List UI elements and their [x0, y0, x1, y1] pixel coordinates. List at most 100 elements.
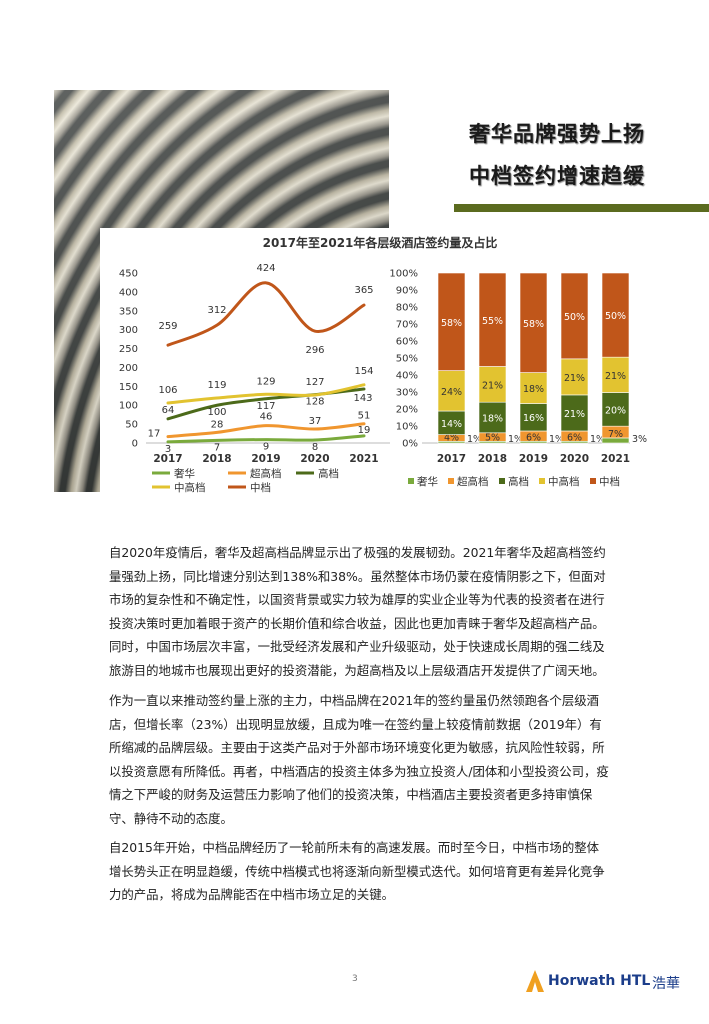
- bar-legend-swatch: [539, 478, 545, 484]
- bar-x-tick-label: 2020: [560, 453, 589, 465]
- bar-legend-label: 超高档: [457, 475, 489, 488]
- line-data-label: 51: [358, 411, 371, 422]
- line-series-upper_upscale: [166, 422, 366, 439]
- bar-segment-upper_midscale: [560, 358, 589, 396]
- bar-data-label: 4%: [444, 432, 459, 443]
- line-y-tick-label: 350: [119, 306, 138, 317]
- paragraph-1: 自2020年疫情后，奢华及超高档品牌显示出了极强的发展韧劲。2021年奢华及超高…: [109, 545, 606, 678]
- line-x-tick-label: 2020: [300, 453, 329, 465]
- line-y-tick-label: 300: [119, 325, 138, 336]
- line-data-label: 424: [256, 263, 275, 274]
- line-legend-label: 超高档: [250, 467, 282, 480]
- bar-y-tick-label: 60%: [396, 337, 418, 348]
- bar-y-tick-label: 40%: [396, 371, 418, 382]
- bar-segment-upper_midscale: [519, 372, 548, 404]
- brand-name-cn: 浩華: [652, 976, 680, 992]
- line-data-label: 143: [353, 393, 372, 404]
- line-data-label: 7: [214, 442, 220, 453]
- line-legend-label: 奢华: [174, 467, 195, 480]
- bar-x-tick-label: 2018: [478, 453, 507, 465]
- line-y-tick-label: 50: [125, 420, 138, 431]
- line-series-upper_midscale: [166, 383, 366, 405]
- line-data-label: 259: [158, 321, 177, 332]
- line-data-label: 46: [260, 412, 273, 423]
- line-data-label: 9: [263, 442, 269, 453]
- line-data-label: 37: [309, 416, 322, 427]
- bar-legend-swatch: [499, 478, 505, 484]
- line-data-label: 117: [256, 401, 275, 412]
- bar-data-label: 6%: [567, 432, 582, 443]
- bar-data-label: 18%: [523, 384, 544, 395]
- bar-segment-midscale: [560, 272, 589, 360]
- bar-legend-label: 中高档: [548, 475, 580, 488]
- chart-title: 2017年至2021年各层级酒店签约量及占比: [262, 236, 498, 250]
- bar-data-label: 6%: [526, 432, 541, 443]
- bar-legend-swatch: [408, 478, 414, 484]
- title-accent-bar: [454, 204, 709, 212]
- line-data-label: 154: [354, 366, 373, 377]
- bar-y-tick-label: 50%: [396, 354, 418, 365]
- bar-y-tick-label: 0%: [402, 439, 418, 450]
- line-x-tick-label: 2021: [349, 453, 378, 465]
- charts-svg: 0 50 100 150 200 250 300 350 400 450 2017 2018 2019 2…: [119, 263, 647, 494]
- bar-segment-midscale: [478, 272, 507, 367]
- bar-data-label: 7%: [608, 429, 623, 440]
- line-data-label: 64: [162, 405, 175, 416]
- line-x-tick-label: 2019: [251, 453, 280, 465]
- line-x-tick-label: 2017: [153, 453, 182, 465]
- line-data-label: 106: [158, 385, 177, 396]
- bar-data-label: 20%: [605, 405, 626, 416]
- bar-data-label: 50%: [605, 311, 626, 322]
- bar-y-tick-label: 80%: [396, 303, 418, 314]
- bar-segment-upscale: [601, 392, 630, 427]
- bar-data-label: 14%: [441, 419, 462, 430]
- bar-segment-midscale: [437, 272, 466, 371]
- line-data-label: 312: [207, 305, 226, 316]
- line-legend-label: 中档: [250, 481, 271, 494]
- line-data-label: 119: [207, 380, 226, 391]
- line-data-label: 127: [305, 377, 324, 388]
- line-x-tick-label: 2018: [202, 453, 231, 465]
- line-legend-label: 中高档: [174, 481, 206, 494]
- line-y-tick-label: 150: [119, 382, 138, 393]
- line-data-label: 3: [165, 444, 171, 455]
- line-data-label: 296: [305, 345, 324, 356]
- line-data-label: 28: [211, 419, 224, 430]
- bar-y-tick-label: 20%: [396, 405, 418, 416]
- page-number: 3: [352, 974, 358, 984]
- paragraph-3: 自2015年开始，中档品牌经历了一轮前所未有的高速发展。而时至今日，中档市场的整…: [109, 840, 605, 902]
- bar-data-label: 5%: [485, 432, 500, 443]
- line-y-tick-label: 450: [119, 269, 138, 280]
- bar-data-label: 1%: [549, 434, 564, 445]
- page-title-line1: 奢华品牌强势上扬: [469, 122, 645, 146]
- bar-segment-upper_midscale: [601, 356, 630, 393]
- line-y-tick-label: 0: [132, 439, 138, 450]
- bar-legend-swatch: [590, 478, 596, 484]
- brand-name: Horwath HTL: [548, 973, 651, 989]
- bar-data-label: 55%: [482, 316, 503, 327]
- paragraph-2: 作为一直以来推动签约量上涨的主力，中档品牌在2021年的签约量虽仍然领跑各个层级…: [109, 693, 609, 826]
- bar-data-label: 3%: [632, 434, 647, 445]
- bar-x-tick-label: 2019: [519, 453, 548, 465]
- bar-data-label: 1%: [467, 434, 482, 445]
- horwath-triangle-logo-icon: [526, 970, 544, 992]
- brand-logo: Horwath HTL 浩華: [524, 968, 694, 996]
- bar-data-label: 58%: [523, 319, 544, 330]
- bar-segment-upscale: [478, 401, 507, 434]
- bar-legend-label: 中档: [599, 475, 620, 488]
- bar-segment-midscale: [519, 272, 548, 373]
- bar-y-tick-label: 70%: [396, 320, 418, 331]
- bar-segment-midscale: [601, 272, 630, 358]
- bar-segment-upscale: [560, 394, 589, 432]
- bar-data-label: 21%: [482, 380, 503, 391]
- bar-legend-swatch: [448, 478, 454, 484]
- line-data-label: 365: [354, 285, 373, 296]
- line-series-luxury: [166, 434, 366, 444]
- line-legend-label: 高档: [318, 467, 339, 480]
- bar-data-label: 21%: [564, 409, 585, 420]
- bar-x-tick-label: 2021: [601, 453, 630, 465]
- bar-data-label: 16%: [523, 413, 544, 424]
- bar-data-label: 50%: [564, 312, 585, 323]
- page-title-line2: 中档签约增速趋缓: [469, 164, 645, 188]
- bar-data-label: 24%: [441, 387, 462, 398]
